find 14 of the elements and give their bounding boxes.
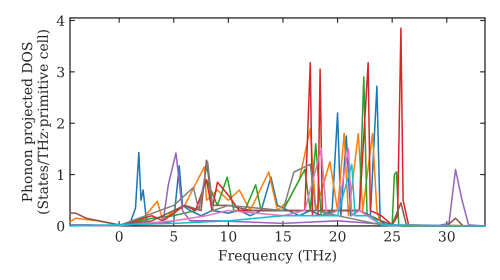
x-tick-label: 0	[116, 231, 123, 242]
y-tick-label: 0	[57, 220, 64, 232]
y-tick-label: 4	[56, 15, 64, 26]
x-tick-label: 30	[439, 231, 455, 242]
x-tick-label: 10	[221, 231, 236, 242]
x-tick-label: 5	[170, 231, 178, 242]
y-tick-label: 2	[57, 118, 64, 128]
x-tick-label: 25	[384, 231, 400, 242]
y-axis-title: Phonon projected DOS (States/THz·primitive cell)	[22, 30, 51, 214]
x-axis-title: Frequency (THz)	[218, 250, 336, 264]
x-tick-label: 20	[330, 231, 346, 242]
y-tick-label: 1	[58, 170, 64, 180]
y-tick-label: 3	[57, 66, 64, 78]
x-tick-label: 15	[276, 231, 291, 242]
